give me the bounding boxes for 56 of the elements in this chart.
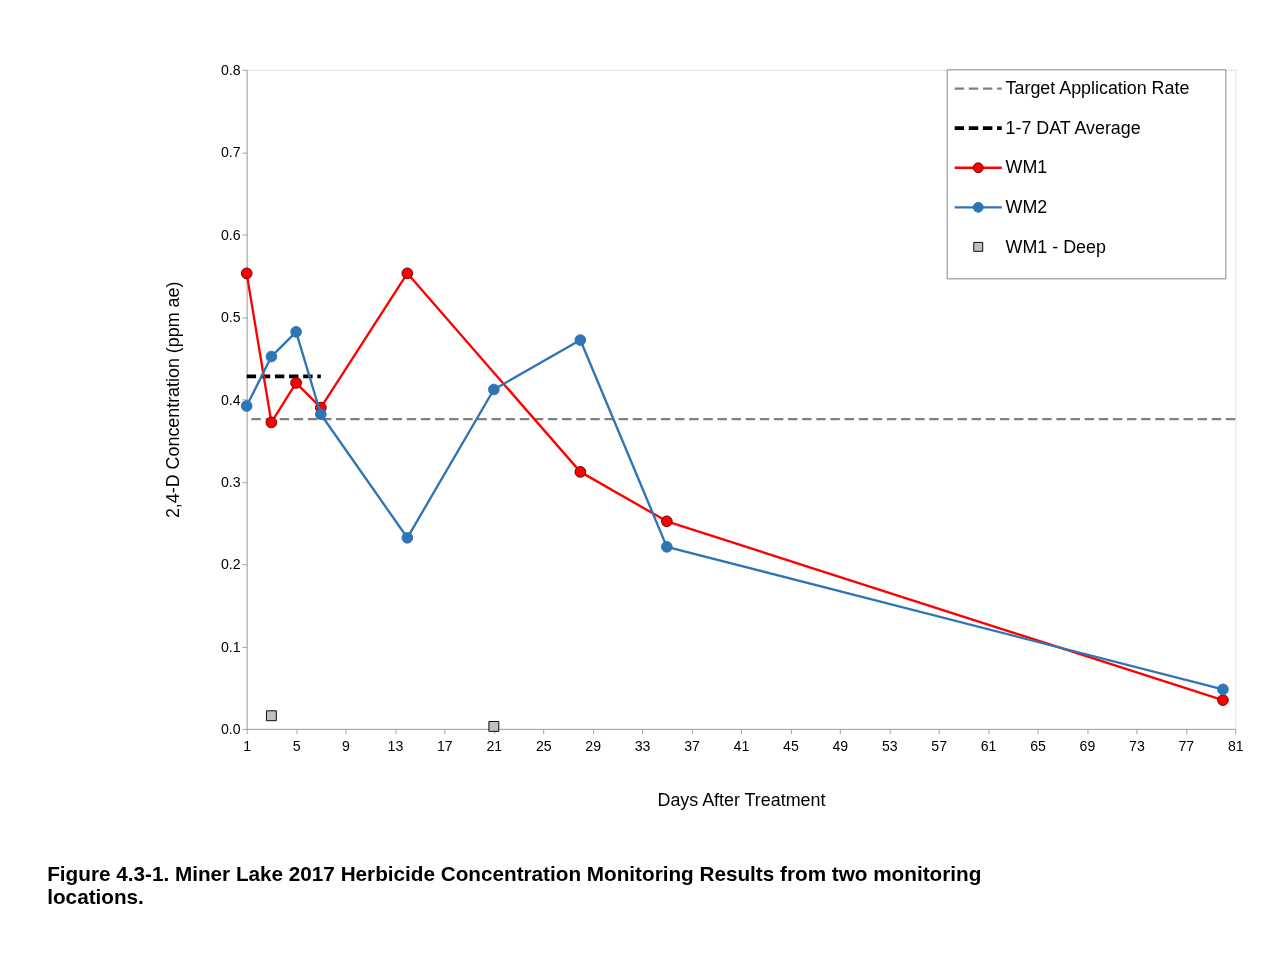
y-tick-label: 0.8 — [220, 62, 241, 79]
x-tick-label: 53 — [881, 738, 898, 755]
point — [265, 350, 278, 363]
point — [488, 721, 500, 732]
point — [661, 541, 673, 553]
y-tick-label: 0.1 — [220, 638, 241, 655]
y-tick-label: 0.6 — [220, 226, 241, 243]
legend-label: Target Application Rate — [1005, 78, 1190, 99]
x-tick-label: 13 — [387, 738, 404, 755]
point — [290, 377, 302, 389]
x-tick-label: 33 — [634, 738, 651, 755]
x-tick-label: 41 — [733, 738, 750, 755]
x-axis-title: Days After Treatment — [657, 789, 826, 810]
y-tick-label: 0.4 — [220, 391, 241, 408]
point — [401, 531, 414, 544]
x-tick-label: 65 — [1030, 738, 1047, 755]
legend-label: WM2 — [1005, 196, 1048, 217]
x-tick-label: 81 — [1227, 738, 1244, 755]
x-tick-label: 21 — [486, 738, 503, 755]
x-tick-label: 49 — [832, 738, 849, 755]
y-tick-label: 0.5 — [220, 309, 241, 326]
y-tick-label: 0.3 — [220, 473, 241, 490]
point — [1217, 683, 1229, 696]
legend-label: 1-7 DAT Average — [1005, 117, 1141, 138]
legend-label: WM1 — [1005, 157, 1048, 178]
point — [314, 408, 327, 421]
point — [265, 416, 278, 429]
y-tick-label: 0.7 — [220, 144, 241, 161]
point — [661, 515, 673, 528]
y-axis-title: 2,4-D Concentration (ppm ae) — [163, 281, 184, 519]
legend-label: WM1 - Deep — [1005, 236, 1106, 257]
x-tick-label: 69 — [1079, 738, 1096, 755]
x-tick-label: 9 — [342, 738, 351, 755]
x-tick-label: 45 — [783, 738, 799, 755]
point — [574, 334, 587, 346]
point — [401, 267, 414, 280]
x-tick-label: 37 — [684, 738, 701, 755]
x-tick-label: 5 — [292, 738, 301, 755]
point — [240, 400, 253, 412]
point — [240, 267, 253, 280]
point — [265, 710, 277, 722]
x-tick-label: 1 — [243, 738, 252, 755]
y-tick-label: 0.2 — [220, 556, 241, 573]
x-tick-label: 17 — [437, 738, 453, 755]
point — [487, 383, 500, 396]
text: Figure 4.3-1. Miner Lake 2017 Herbicide Concentration Monitoring Results from two monitoring locations. — [47, 862, 982, 909]
point — [290, 326, 302, 338]
x-tick-label: 61 — [980, 738, 997, 755]
x-tick-label: 25 — [535, 738, 552, 755]
y-tick-label: 0.0 — [220, 721, 241, 738]
point — [1217, 694, 1229, 706]
point — [574, 466, 587, 478]
x-tick-label: 57 — [931, 738, 948, 755]
x-tick-label: 77 — [1178, 738, 1195, 755]
x-tick-label: 29 — [585, 738, 602, 755]
x-tick-label: 73 — [1129, 738, 1145, 755]
